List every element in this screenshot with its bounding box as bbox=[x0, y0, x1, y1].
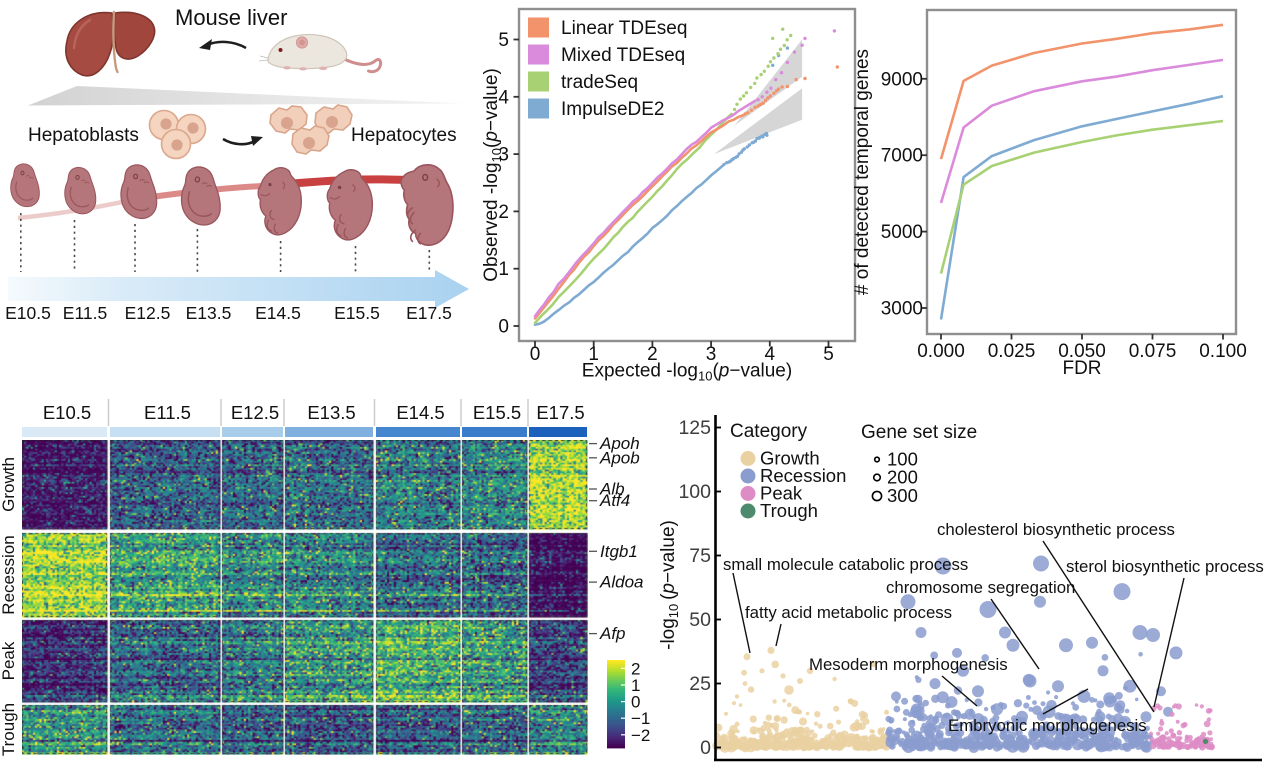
svg-text:Linear TDEseq: Linear TDEseq bbox=[561, 18, 687, 39]
svg-text:−1: −1 bbox=[631, 709, 650, 728]
svg-text:0: 0 bbox=[700, 737, 711, 759]
svg-text:0.000: 0.000 bbox=[917, 341, 965, 362]
svg-text:fatty acid metabolic process: fatty acid metabolic process bbox=[745, 603, 952, 622]
svg-text:Atf4: Atf4 bbox=[599, 491, 630, 510]
svg-text:1: 1 bbox=[588, 344, 599, 365]
svg-text:Afp: Afp bbox=[599, 624, 626, 643]
svg-text:Itgb1: Itgb1 bbox=[600, 542, 638, 561]
svg-text:Recession: Recession bbox=[0, 535, 18, 614]
svg-text:1: 1 bbox=[631, 676, 640, 695]
svg-text:300: 300 bbox=[887, 485, 918, 506]
svg-text:E13.5: E13.5 bbox=[186, 303, 232, 323]
svg-text:50: 50 bbox=[689, 609, 711, 631]
svg-text:Observed -log10(p−value): Observed -log10(p−value) bbox=[481, 68, 504, 282]
svg-text:Hepatoblasts: Hepatoblasts bbox=[28, 125, 139, 146]
svg-text:Trough: Trough bbox=[0, 703, 18, 756]
svg-text:Growth: Growth bbox=[0, 457, 18, 512]
svg-text:Aldoa: Aldoa bbox=[599, 573, 643, 592]
svg-text:E15.5: E15.5 bbox=[334, 303, 380, 323]
svg-text:E14.5: E14.5 bbox=[255, 303, 301, 323]
svg-text:FDR: FDR bbox=[1062, 358, 1101, 379]
svg-text:Expected -log10(p−value): Expected -log10(p−value) bbox=[582, 361, 792, 384]
svg-text:9000: 9000 bbox=[881, 69, 923, 90]
svg-text:200: 200 bbox=[887, 467, 918, 488]
svg-text:Hepatocytes: Hepatocytes bbox=[351, 125, 457, 146]
svg-text:sterol biosynthetic process: sterol biosynthetic process bbox=[1066, 557, 1264, 576]
svg-text:E11.5: E11.5 bbox=[144, 402, 191, 423]
svg-text:7000: 7000 bbox=[881, 146, 923, 167]
svg-text:Trough: Trough bbox=[760, 500, 818, 521]
svg-text:Mesoderm morphogenesis: Mesoderm morphogenesis bbox=[809, 655, 1008, 674]
svg-text:ImpulseDE2: ImpulseDE2 bbox=[561, 99, 665, 120]
svg-text:2: 2 bbox=[647, 344, 658, 365]
svg-text:cholesterol biosynthetic proce: cholesterol biosynthetic process bbox=[937, 520, 1175, 539]
svg-text:Category: Category bbox=[730, 421, 808, 442]
svg-text:chromosome segregation: chromosome segregation bbox=[886, 578, 1075, 597]
svg-text:5: 5 bbox=[823, 344, 834, 365]
svg-text:Embryonic morphogenesis: Embryonic morphogenesis bbox=[948, 716, 1147, 735]
svg-text:25: 25 bbox=[689, 673, 711, 695]
svg-text:2: 2 bbox=[498, 202, 509, 223]
svg-text:0: 0 bbox=[498, 317, 509, 338]
svg-text:0.100: 0.100 bbox=[1199, 341, 1247, 362]
svg-text:3: 3 bbox=[498, 145, 509, 166]
svg-text:4: 4 bbox=[498, 87, 509, 108]
svg-text:-log10 (p−value): -log10 (p−value) bbox=[658, 520, 681, 650]
svg-text:1: 1 bbox=[498, 259, 509, 280]
svg-text:Apob: Apob bbox=[599, 448, 640, 467]
svg-text:Mixed TDEseq: Mixed TDEseq bbox=[561, 45, 685, 66]
svg-text:125: 125 bbox=[678, 417, 711, 439]
svg-text:tradeSeq: tradeSeq bbox=[561, 72, 638, 93]
svg-text:4: 4 bbox=[765, 344, 776, 365]
svg-text:E17.5: E17.5 bbox=[406, 303, 452, 323]
svg-text:small molecule catabolic proce: small molecule catabolic process bbox=[723, 555, 968, 574]
svg-text:100: 100 bbox=[887, 449, 918, 470]
svg-text:Peak: Peak bbox=[0, 641, 18, 680]
svg-text:Alb: Alb bbox=[599, 480, 625, 499]
svg-text:E12.5: E12.5 bbox=[125, 303, 171, 323]
svg-text:5: 5 bbox=[498, 30, 509, 51]
svg-text:0: 0 bbox=[631, 693, 640, 712]
svg-text:E10.5: E10.5 bbox=[5, 303, 51, 323]
svg-text:0: 0 bbox=[530, 344, 541, 365]
svg-text:3: 3 bbox=[706, 344, 717, 365]
svg-text:3000: 3000 bbox=[881, 299, 923, 320]
svg-text:E10.5: E10.5 bbox=[43, 402, 91, 423]
svg-text:5000: 5000 bbox=[881, 222, 923, 243]
svg-text:0.075: 0.075 bbox=[1129, 341, 1177, 362]
svg-text:E13.5: E13.5 bbox=[307, 402, 355, 423]
svg-text:−2: −2 bbox=[631, 726, 650, 745]
svg-text:2: 2 bbox=[631, 659, 640, 678]
svg-text:Growth: Growth bbox=[760, 448, 820, 469]
svg-text:E12.5: E12.5 bbox=[231, 402, 279, 423]
svg-text:Mouse liver: Mouse liver bbox=[175, 5, 287, 30]
svg-text:0.025: 0.025 bbox=[988, 341, 1036, 362]
svg-text:E17.5: E17.5 bbox=[536, 402, 584, 423]
svg-text:Gene set size: Gene set size bbox=[861, 422, 977, 443]
svg-text:E11.5: E11.5 bbox=[63, 303, 107, 323]
svg-text:Apoh: Apoh bbox=[599, 434, 640, 453]
svg-text:0.050: 0.050 bbox=[1058, 341, 1106, 362]
svg-text:# of detected temporal genes: # of detected temporal genes bbox=[852, 49, 873, 295]
svg-text:E14.5: E14.5 bbox=[396, 402, 444, 423]
svg-text:Peak: Peak bbox=[760, 483, 803, 504]
svg-text:E15.5: E15.5 bbox=[473, 402, 521, 423]
svg-text:Recession: Recession bbox=[760, 465, 846, 486]
svg-text:100: 100 bbox=[678, 481, 711, 503]
svg-text:75: 75 bbox=[689, 545, 711, 567]
